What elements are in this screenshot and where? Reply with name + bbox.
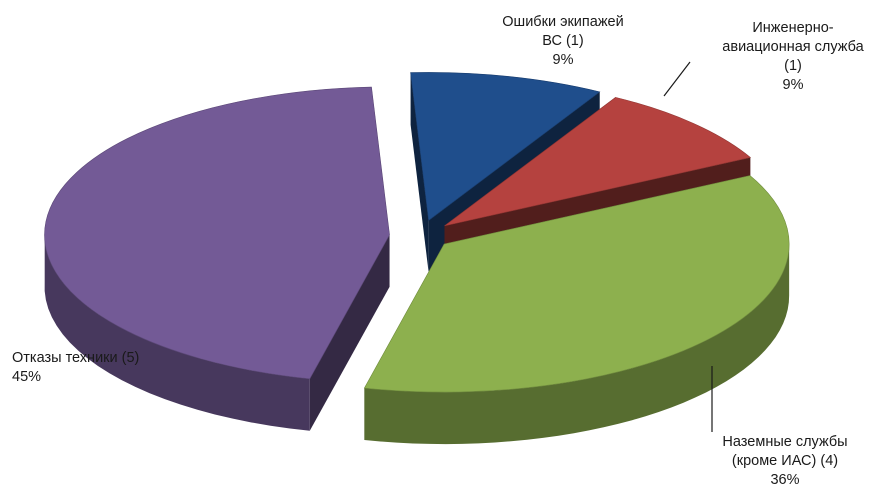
slice-label-line: Отказы техники (5) [12,350,139,366]
pie-slice-3 [44,86,390,380]
slice-label-line: 9% [553,52,574,68]
slice-label-line: Ошибки экипажей [502,14,623,30]
slice-label-line: Инженерно- [752,20,833,36]
slice-label-line: (1) [784,58,802,74]
slice-label-line: авиационная служба [722,39,864,55]
slice-label-line: 9% [783,77,804,93]
slice-side [364,243,790,445]
leader-line-1 [663,61,691,97]
slice-label-0: Ошибки экипажей ВС (1) 9% [502,14,623,68]
leader-lines [663,61,713,432]
pie-slice-1 [444,97,752,227]
pie-slice-2 [363,175,790,393]
slice-side [44,230,310,431]
slice-label-2: Наземные службы (кроме ИАС) (4) 36% [722,434,847,488]
pie-top-layer [44,72,790,393]
slice-wall [410,72,429,273]
slice-wall [309,234,390,431]
slice-label-line: 36% [770,472,799,488]
pie-slice-0 [410,72,601,221]
slice-label-1: Инженерно-авиационная служба (1) 9% [722,20,864,93]
slice-label-line: 45% [12,369,41,385]
slice-label-line: Наземные службы [722,434,847,450]
slice-label-line: (кроме ИАС) (4) [732,453,838,469]
slice-label-3: Отказы техники (5) 45% [12,350,139,385]
slice-labels: Ошибки экипажей ВС (1) 9%Инженерно-авиацио… [12,14,865,488]
slice-label-line: ВС (1) [542,33,583,49]
